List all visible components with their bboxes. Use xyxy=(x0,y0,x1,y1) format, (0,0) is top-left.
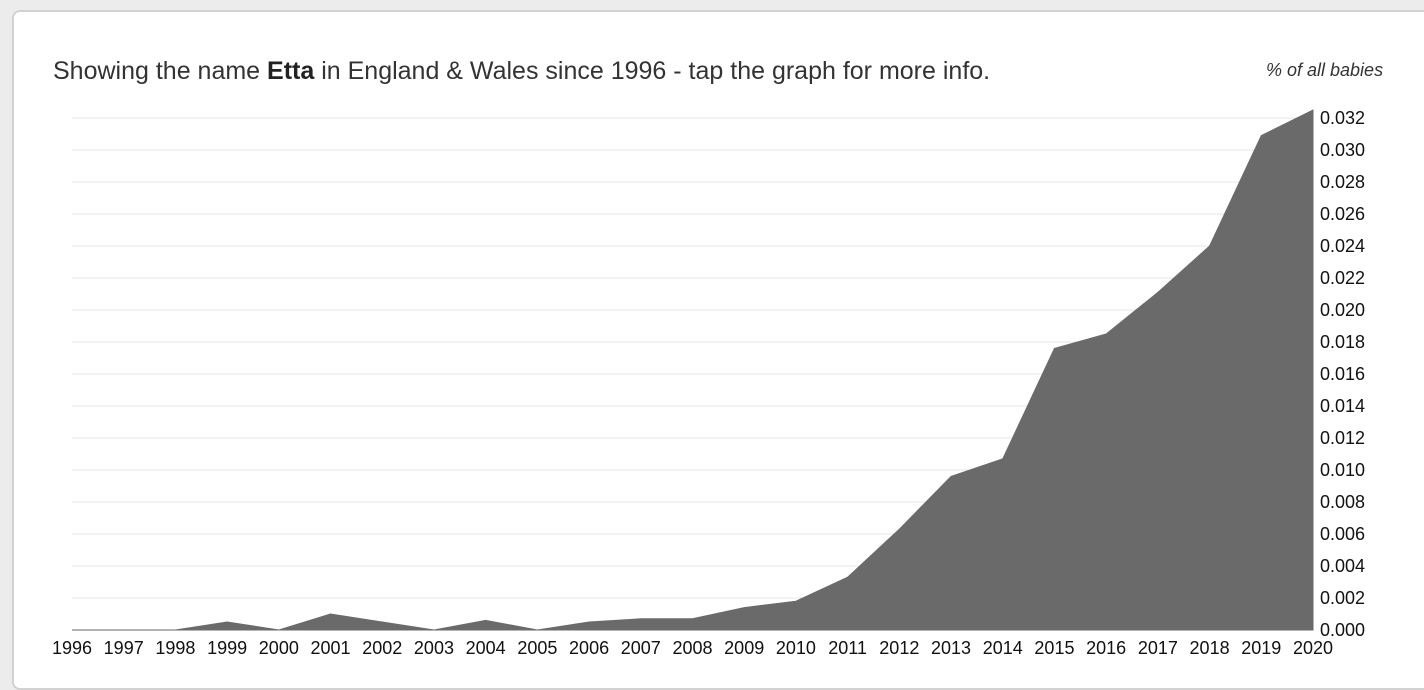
y-tick-label: 0.012 xyxy=(1320,428,1365,448)
x-tick-label: 2010 xyxy=(776,638,816,658)
data-point-2008[interactable] xyxy=(689,615,697,623)
x-tick-label: 2015 xyxy=(1034,638,1074,658)
heading-suffix: in England & Wales since 1996 - tap the … xyxy=(314,57,991,85)
unit-label: % of all babies xyxy=(1266,60,1384,80)
y-tick-label: 0.024 xyxy=(1320,236,1365,256)
y-tick-label: 0.030 xyxy=(1320,140,1365,160)
data-point-2019[interactable] xyxy=(1257,132,1265,140)
data-point-1996[interactable] xyxy=(68,626,76,634)
baby-name: Etta xyxy=(267,57,315,85)
data-point-1997[interactable] xyxy=(120,626,128,634)
x-tick-label: 2018 xyxy=(1190,638,1230,658)
x-tick-label: 2011 xyxy=(828,638,867,658)
data-point-2015[interactable] xyxy=(1050,344,1058,352)
data-point-2014[interactable] xyxy=(999,455,1007,463)
x-tick-label: 2000 xyxy=(259,638,299,658)
y-tick-label: 0.002 xyxy=(1320,588,1365,608)
data-point-2013[interactable] xyxy=(947,472,955,480)
y-tick-label: 0.018 xyxy=(1320,332,1365,352)
heading-prefix: Showing the name xyxy=(53,57,268,85)
x-tick-label: 1999 xyxy=(207,638,247,658)
data-point-2010[interactable] xyxy=(792,597,800,605)
x-tick-label: 2005 xyxy=(517,638,557,658)
x-tick-label: 1998 xyxy=(155,638,195,658)
popularity-area-chart[interactable]: 0.000 0.002 0.004 0.006 0.008 0.010 0.012 0.014… xyxy=(0,0,1424,672)
data-point-1998[interactable] xyxy=(171,626,179,634)
y-tick-label: 0.004 xyxy=(1320,556,1365,576)
data-point-2004[interactable] xyxy=(482,616,490,624)
x-tick-label: 2014 xyxy=(983,638,1023,658)
area-fill[interactable] xyxy=(72,109,1314,631)
x-tick-label: 2020 xyxy=(1293,638,1333,658)
x-tick-label: 2006 xyxy=(569,638,609,658)
y-tick-label: 0.006 xyxy=(1320,524,1365,544)
y-tick-label: 0.008 xyxy=(1320,492,1365,512)
y-tick-label: 0.032 xyxy=(1320,108,1365,128)
data-point-2020[interactable] xyxy=(1309,106,1317,114)
data-point-2006[interactable] xyxy=(585,618,593,626)
x-tick-label: 2002 xyxy=(362,638,402,658)
x-tick-label: 2019 xyxy=(1241,638,1281,658)
y-tick-label: 0.010 xyxy=(1320,460,1365,480)
data-point-2018[interactable] xyxy=(1206,242,1214,250)
area-series[interactable] xyxy=(68,106,1317,634)
x-tick-label: 2016 xyxy=(1086,638,1126,658)
data-point-2003[interactable] xyxy=(430,626,438,634)
data-point-2000[interactable] xyxy=(275,626,283,634)
data-point-2002[interactable] xyxy=(378,618,386,626)
data-point-2007[interactable] xyxy=(637,615,645,623)
x-tick-label: 2013 xyxy=(931,638,971,658)
y-tick-label: 0.020 xyxy=(1320,300,1365,320)
data-point-2017[interactable] xyxy=(1154,288,1162,296)
x-tick-label: 2017 xyxy=(1138,638,1178,658)
y-axis-ticks: 0.000 0.002 0.004 0.006 0.008 0.010 0.012 0.014… xyxy=(1320,108,1365,640)
x-tick-label: 2012 xyxy=(879,638,919,658)
y-tick-label: 0.028 xyxy=(1320,172,1365,192)
data-point-2016[interactable] xyxy=(1102,330,1110,338)
data-point-1999[interactable] xyxy=(223,618,231,626)
data-point-2001[interactable] xyxy=(327,610,335,618)
x-tick-label: 2004 xyxy=(466,638,506,658)
data-point-2009[interactable] xyxy=(740,604,748,612)
x-tick-label: 2003 xyxy=(414,638,454,658)
x-tick-label: 2008 xyxy=(672,638,712,658)
x-tick-label: 1997 xyxy=(104,638,144,658)
y-tick-label: 0.016 xyxy=(1320,364,1365,384)
chart-heading: Showing the name Etta in England & Wales… xyxy=(53,54,990,88)
data-point-2005[interactable] xyxy=(533,626,541,634)
y-tick-label: 0.026 xyxy=(1320,204,1365,224)
x-tick-label: 2009 xyxy=(724,638,764,658)
y-tick-label: 0.014 xyxy=(1320,396,1365,416)
data-point-2012[interactable] xyxy=(895,525,903,533)
x-tick-label: 2001 xyxy=(311,638,351,658)
data-point-2011[interactable] xyxy=(844,573,852,581)
y-tick-label: 0.000 xyxy=(1320,620,1365,640)
y-tick-label: 0.022 xyxy=(1320,268,1365,288)
x-tick-label: 1996 xyxy=(52,638,92,658)
x-axis-ticks: 1996 1997 1998 1999 2000 2001 2002 2003 2004 2005… xyxy=(52,638,1333,658)
x-tick-label: 2007 xyxy=(621,638,661,658)
